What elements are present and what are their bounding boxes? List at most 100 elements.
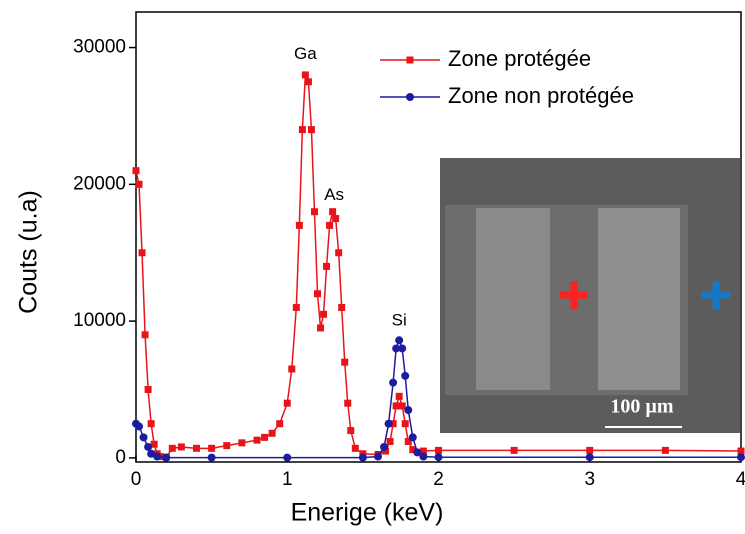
data-point — [288, 365, 296, 373]
data-point — [132, 167, 140, 175]
data-point — [434, 453, 443, 462]
data-point — [298, 126, 306, 134]
data-point — [661, 446, 669, 454]
data-point — [404, 406, 413, 415]
inset-strip — [476, 208, 550, 390]
y-tick-label: 30000 — [73, 37, 126, 58]
data-point — [307, 126, 315, 134]
data-point — [147, 449, 156, 458]
data-point — [144, 442, 153, 451]
data-point — [168, 444, 176, 452]
data-point — [586, 446, 594, 454]
data-point — [144, 386, 152, 394]
data-point — [207, 453, 216, 462]
data-point — [138, 249, 146, 257]
data-point — [193, 444, 200, 452]
y-tick-label: 20000 — [73, 173, 126, 194]
data-point — [398, 402, 406, 410]
data-point — [139, 433, 148, 442]
data-point — [238, 439, 246, 447]
data-point — [292, 303, 300, 311]
x-tick-label: 4 — [736, 469, 745, 490]
annotation: Ga — [294, 44, 317, 63]
data-point — [295, 221, 303, 229]
data-point — [358, 453, 367, 462]
data-point — [351, 444, 359, 452]
data-point — [317, 324, 325, 332]
data-point — [223, 442, 231, 450]
data-point — [392, 344, 401, 353]
y-tick-label: 10000 — [73, 310, 126, 331]
x-tick-label: 0 — [131, 469, 142, 490]
data-point — [585, 453, 594, 462]
y-axis-label: Couts (u.a) — [15, 190, 43, 314]
data-point — [276, 420, 284, 428]
data-point — [283, 453, 292, 462]
data-point — [395, 336, 404, 345]
data-point — [347, 427, 355, 435]
data-point — [326, 221, 334, 229]
inset-strip — [598, 208, 680, 390]
x-tick-label: 1 — [282, 469, 293, 490]
data-point — [135, 180, 143, 188]
data-point — [335, 249, 343, 257]
data-point — [408, 433, 417, 442]
data-point — [401, 420, 409, 428]
data-point — [384, 419, 393, 428]
annotation: As — [324, 185, 344, 204]
data-point — [208, 444, 216, 452]
legend-marker — [406, 93, 414, 101]
y-tick-label: 0 — [115, 447, 126, 468]
legend-marker — [406, 56, 414, 64]
data-point — [380, 442, 389, 451]
data-point — [332, 215, 340, 223]
data-point — [510, 446, 518, 454]
data-point — [737, 453, 745, 462]
x-tick-label: 3 — [584, 469, 595, 490]
data-point — [737, 447, 745, 455]
data-point — [404, 437, 412, 445]
red-cross — [560, 281, 588, 309]
data-point — [386, 437, 394, 445]
data-point — [283, 399, 291, 407]
data-point — [389, 420, 397, 428]
data-point — [341, 358, 349, 366]
data-point — [162, 453, 171, 462]
data-point — [153, 452, 162, 461]
x-tick-label: 2 — [433, 469, 444, 490]
data-point — [135, 422, 144, 431]
annotation: Si — [392, 311, 407, 330]
data-point — [320, 310, 328, 318]
data-point — [253, 436, 261, 444]
inset: 100 µm — [440, 158, 740, 433]
data-point — [304, 78, 312, 86]
data-point — [392, 402, 400, 410]
data-point — [382, 447, 390, 455]
data-point — [435, 446, 442, 454]
data-point — [268, 429, 276, 437]
x-axis-label: Enerige (keV) — [291, 499, 444, 527]
data-point — [374, 452, 382, 461]
data-point — [389, 378, 398, 387]
blue-cross — [702, 281, 730, 309]
data-point — [401, 371, 410, 380]
data-point — [338, 303, 346, 311]
data-point — [310, 208, 318, 216]
data-point — [395, 392, 403, 400]
scale-label: 100 µm — [610, 396, 674, 418]
data-point — [141, 331, 149, 339]
data-point — [147, 420, 155, 428]
data-point — [323, 262, 331, 270]
data-point — [150, 440, 158, 448]
legend-label: Zone non protégée — [448, 83, 634, 108]
data-point — [329, 208, 337, 216]
data-point — [314, 290, 321, 298]
data-point — [398, 344, 407, 353]
data-point — [261, 433, 269, 441]
data-point — [419, 447, 427, 455]
data-point — [344, 399, 352, 407]
legend-label: Zone protégée — [448, 46, 591, 71]
data-point — [413, 448, 422, 457]
data-point — [419, 452, 428, 461]
